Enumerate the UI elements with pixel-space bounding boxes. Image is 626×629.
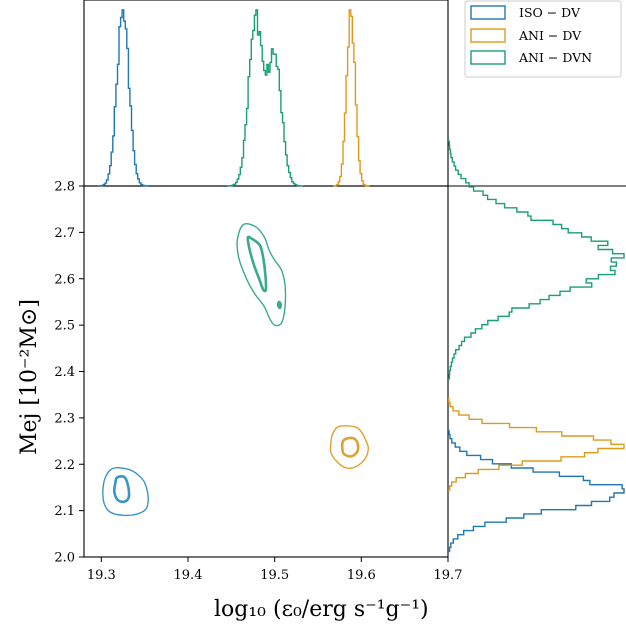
y-tick-label: 2.0 — [54, 551, 75, 566]
contour-plot — [102, 222, 369, 517]
x-tick-label: 19.3 — [87, 568, 116, 583]
top-histogram-frame — [83, 0, 449, 187]
contour-outer-iso-dv — [102, 467, 149, 517]
y-tick-label: 2.7 — [54, 226, 75, 241]
legend-swatch-ani-dv — [470, 28, 506, 43]
contour-outer-ani-dvn — [236, 222, 287, 327]
y-tick-label: 2.3 — [54, 411, 75, 426]
contour-outer-ani-dv — [329, 425, 369, 469]
x-tick-label: 19.5 — [260, 568, 289, 583]
y-histogram-ani-dvn — [448, 140, 625, 380]
contour-inner-ani-dvn — [276, 300, 283, 310]
y-tick-label: 2.2 — [54, 458, 75, 473]
x-axis-ticks: 19.3 19.4 19.5 19.6 19.7 — [87, 557, 463, 583]
x-tick-label: 19.6 — [347, 568, 376, 583]
legend-box — [464, 0, 622, 78]
right-histograms — [448, 140, 625, 553]
y-histogram-iso-dv — [448, 429, 625, 553]
y-tick-label: 2.6 — [54, 272, 75, 287]
x-tick-label: 19.7 — [434, 568, 463, 583]
legend-swatch-iso-dv — [470, 5, 506, 20]
x-tick-label: 19.4 — [174, 568, 203, 583]
legend-label-ani-dvn: ANI − DVN — [518, 50, 592, 65]
x-histogram-iso-dv — [98, 9, 149, 187]
y-tick-label: 2.1 — [54, 504, 75, 519]
contour-inner-iso-dv — [112, 475, 131, 504]
x-axis-title: log₁₀ (ε₀/erg s⁻¹g⁻¹) — [214, 597, 429, 622]
y-axis-ticks: 2.0 2.1 2.2 2.3 2.4 2.5 2.6 2.7 2.8 — [54, 180, 84, 566]
legend-label-ani-dv: ANI − DV — [518, 28, 582, 43]
x-histogram-ani-dv — [332, 9, 370, 187]
x-histogram-ani-dvn — [227, 9, 304, 187]
contour-inner-ani-dvn — [246, 235, 268, 293]
y-tick-label: 2.5 — [54, 319, 75, 334]
contour-inner-ani-dv — [340, 436, 360, 458]
y-tick-label: 2.4 — [54, 365, 75, 380]
y-axis-title: Mej [10⁻²M⊙] — [17, 299, 42, 455]
legend: ISO − DV ANI − DV ANI − DVN — [464, 0, 622, 78]
legend-swatch-ani-dvn — [470, 50, 506, 65]
y-tick-label: 2.8 — [54, 180, 75, 195]
y-histogram-ani-dv — [448, 397, 625, 491]
legend-label-iso-dv: ISO − DV — [519, 5, 581, 20]
top-histograms — [98, 9, 370, 187]
